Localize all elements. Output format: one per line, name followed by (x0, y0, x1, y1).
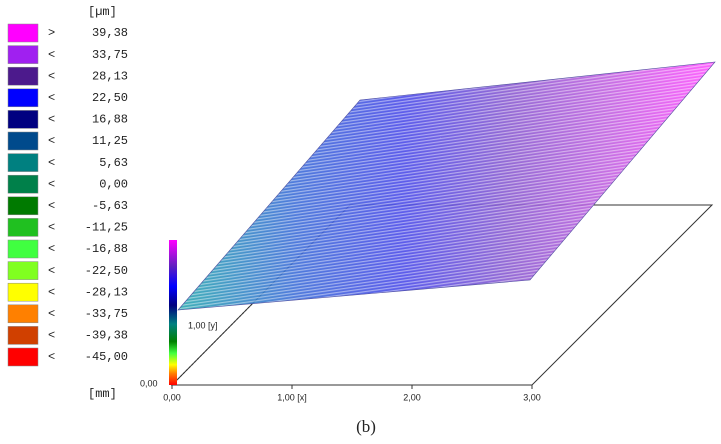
caption: (b) (356, 417, 376, 436)
legend-swatch (7, 304, 39, 324)
x-tick-label: 0,00 (163, 392, 181, 402)
legend-sign: < (48, 329, 55, 343)
legend-sign: < (48, 264, 55, 278)
legend-label: -45,00 (85, 350, 128, 364)
surface-texture (178, 62, 715, 310)
legend-sign: < (48, 48, 55, 62)
x-tick-label: 3,00 (523, 392, 541, 402)
legend-swatch (7, 45, 39, 64)
legend-label: -22,50 (85, 264, 128, 278)
y-label: 1,00 [y] (188, 320, 218, 330)
legend-label: 28,13 (92, 69, 128, 83)
legend-unit: [µm] (88, 5, 117, 19)
legend-sign: < (48, 91, 55, 105)
legend-swatch (7, 174, 39, 194)
legend-swatch (7, 110, 39, 129)
legend-sign: < (48, 242, 55, 256)
legend-swatch (7, 131, 39, 151)
legend-sign: < (48, 221, 55, 235)
legend-sign: < (48, 134, 55, 148)
legend-label: -33,75 (85, 307, 128, 321)
legend-label: 16,88 (92, 113, 128, 127)
legend-label: -5,63 (92, 199, 128, 213)
legend-sign: < (48, 113, 55, 127)
z-colorbar (169, 240, 177, 385)
legend-swatch (7, 88, 39, 108)
legend-label: 22,50 (92, 91, 128, 105)
x-tick-label: 1,00 [x] (277, 392, 307, 402)
legend-swatch (7, 218, 39, 237)
legend-swatch (7, 282, 39, 302)
legend-sign: < (48, 156, 55, 170)
legend-label: 5,63 (99, 156, 128, 170)
legend-sign: < (48, 350, 55, 364)
legend-label: 0,00 (99, 177, 128, 191)
legend-label: -11,25 (85, 221, 128, 235)
legend-label: 33,75 (92, 48, 128, 62)
legend-swatch (7, 261, 39, 280)
legend-label: -28,13 (85, 285, 128, 299)
legend-swatch (7, 347, 39, 367)
legend-swatch (7, 66, 39, 86)
legend-sign: < (48, 199, 55, 213)
legend-label: 11,25 (92, 134, 128, 148)
z-label: 0,00 (140, 378, 158, 388)
legend-swatch (7, 326, 39, 345)
legend-label: 39,38 (92, 26, 128, 40)
legend-sign: < (48, 285, 55, 299)
legend-label: -16,88 (85, 242, 128, 256)
legend-sign: > (48, 26, 55, 40)
legend-swatch (7, 23, 39, 43)
legend-swatch (7, 196, 39, 216)
legend-footer-unit: [mm] (88, 387, 117, 401)
legend-label: -39,38 (85, 329, 128, 343)
surface-edge (177, 61, 716, 311)
legend-sign: < (48, 177, 55, 191)
legend-sign: < (48, 307, 55, 321)
x-tick-label: 2,00 (403, 392, 421, 402)
legend-swatch (7, 153, 39, 172)
legend-sign: < (48, 69, 55, 83)
legend-swatch (7, 239, 39, 259)
